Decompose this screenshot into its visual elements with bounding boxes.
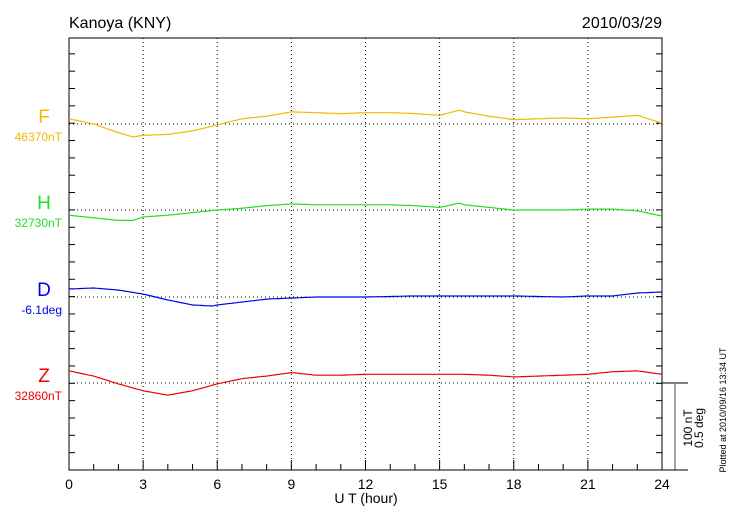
x-axis-label: U T (hour) <box>334 490 397 506</box>
date-label: 2010/03/29 <box>582 15 662 32</box>
series-Z-baseline: 32860nT <box>15 389 63 403</box>
x-tick-label: 24 <box>654 476 670 492</box>
series-F-baseline: 46370nT <box>15 130 63 144</box>
scale-bar-deg: 0.5 deg <box>692 408 706 448</box>
station-title: Kanoya (KNY) <box>69 15 171 32</box>
series-H-baseline: 32730nT <box>15 216 63 230</box>
x-tick-label: 0 <box>65 476 73 492</box>
x-tick-label: 18 <box>506 476 522 492</box>
x-tick-label: 15 <box>432 476 448 492</box>
x-tick-label: 12 <box>358 476 374 492</box>
plotted-note: Plotted at 2010/09/16 13:34 UT <box>718 347 728 473</box>
series-Z-name: Z <box>38 366 50 387</box>
x-tick-label: 6 <box>213 476 221 492</box>
series-D-name: D <box>37 280 51 301</box>
scale-bar-nt: 100 nT <box>681 409 695 447</box>
scale-bar: 100 nT 0.5 deg <box>662 382 706 471</box>
series-F-name: F <box>38 107 50 128</box>
series-F-line <box>68 109 663 138</box>
series-H-name: H <box>37 193 51 214</box>
series-Z-line <box>68 370 663 396</box>
x-tick-label: 9 <box>287 476 295 492</box>
x-tick-label: 3 <box>139 476 147 492</box>
series-D-line <box>68 287 663 307</box>
x-tick-label: 21 <box>580 476 596 492</box>
series-H-line <box>68 202 663 221</box>
series-D-baseline: -6.1deg <box>21 303 62 317</box>
